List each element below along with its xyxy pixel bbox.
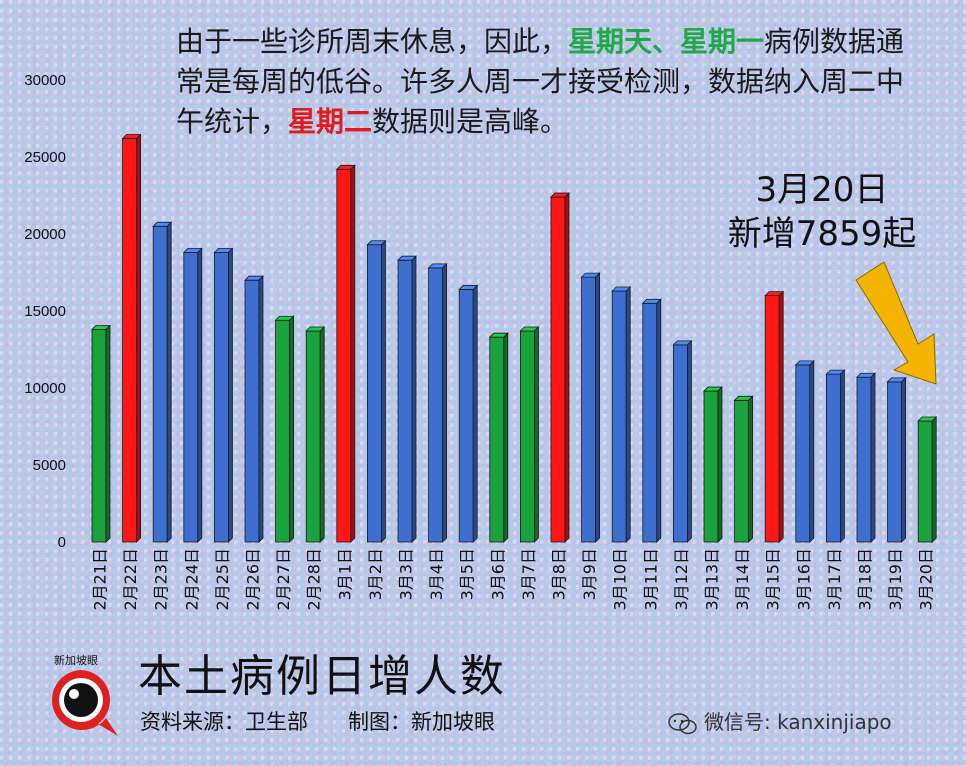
x-axis: 2月21日 2月22日 2月23日 2月24日 2月25日 2月26日 2月27日 2月28日… — [91, 548, 936, 611]
bar — [305, 326, 326, 543]
bar — [825, 369, 846, 543]
x-tick-label: 2月25日 — [213, 548, 232, 611]
note-text-2: 病例数据通常是每周的低谷。许多人周一才接受检测，数据纳入周二中午统计， — [176, 25, 905, 138]
bar — [397, 255, 417, 543]
bar — [641, 298, 662, 543]
x-tick-label: 3月12日 — [672, 548, 691, 611]
y-tick-label: 25000 — [24, 149, 66, 166]
y-tick-label: 5000 — [33, 457, 66, 474]
bar — [121, 133, 142, 543]
logo-text: 新加坡眼 — [54, 654, 98, 667]
y-tick-label: 15000 — [24, 303, 66, 320]
bar — [91, 324, 111, 543]
x-tick-label: 3月18日 — [856, 548, 875, 611]
x-tick-label: 3月4日 — [427, 548, 446, 600]
x-tick-label: 3月2日 — [366, 548, 385, 600]
wechat-id: 微信号: kanxinjiapo — [668, 706, 892, 735]
x-tick-label: 3月1日 — [335, 548, 354, 600]
x-tick-label: 3月20日 — [917, 548, 936, 611]
y-axis: 0 5000 10000 15000 20000 25000 30000 — [24, 72, 66, 551]
bar — [182, 247, 203, 543]
x-tick-label: 2月23日 — [152, 548, 171, 611]
x-tick-label: 3月5日 — [458, 548, 477, 600]
x-tick-label: 3月19日 — [886, 548, 905, 611]
x-tick-label: 2月26日 — [244, 548, 263, 611]
data-source: 资料来源：卫生部 — [140, 710, 308, 734]
bar — [703, 386, 723, 543]
y-tick-label: 10000 — [24, 380, 66, 397]
x-tick-label: 2月27日 — [274, 548, 293, 611]
bar — [733, 395, 754, 543]
bar — [152, 221, 173, 543]
source-line: 资料来源：卫生部 制图：新加坡眼 — [140, 706, 495, 736]
wechat-icon — [668, 712, 697, 734]
bar — [427, 262, 448, 543]
bars — [91, 133, 938, 543]
x-tick-label: 3月14日 — [733, 548, 752, 611]
x-tick-label: 3月16日 — [794, 548, 813, 611]
bar — [335, 164, 356, 543]
x-tick-label: 3月7日 — [519, 548, 538, 600]
bar — [519, 326, 540, 543]
chart-maker: 制图：新加坡眼 — [348, 710, 495, 734]
annotation-note: 由于一些诊所周末休息，因此，星期天、星期一病例数据通常是每周的低谷。许多人周一才… — [176, 22, 906, 142]
chart-title: 本土病例日增人数 — [138, 651, 506, 702]
x-tick-label: 3月10日 — [611, 548, 630, 611]
x-tick-label: 3月3日 — [397, 548, 416, 600]
x-tick-label: 2月24日 — [182, 548, 201, 611]
x-tick-label: 3月15日 — [764, 548, 783, 611]
bar — [917, 416, 938, 543]
note-tuesday-highlight: 星期二 — [288, 105, 373, 138]
bar — [764, 290, 785, 543]
x-tick-label: 2月21日 — [91, 548, 110, 611]
note-text-3: 数据则是高峰。 — [372, 105, 569, 138]
bar — [550, 192, 570, 543]
bar — [366, 239, 387, 543]
callout-arrow — [855, 261, 937, 385]
bar — [794, 359, 815, 543]
x-tick-label: 3月9日 — [580, 548, 599, 600]
x-tick-label: 3月17日 — [825, 548, 844, 611]
bar — [213, 247, 234, 543]
x-tick-label: 3月11日 — [641, 548, 660, 611]
note-weekend-highlight: 星期天、星期一 — [568, 25, 765, 58]
x-tick-label: 3月8日 — [550, 548, 569, 600]
x-tick-label: 2月28日 — [305, 548, 324, 611]
bar — [458, 284, 479, 543]
x-tick-label: 3月6日 — [488, 548, 507, 600]
bar — [672, 339, 693, 543]
bar — [886, 376, 907, 543]
bar — [856, 372, 876, 543]
y-tick-label: 0 — [58, 534, 66, 551]
note-text-1: 由于一些诊所周末休息，因此， — [176, 25, 569, 58]
bar — [580, 272, 601, 543]
bar — [274, 315, 295, 543]
latest-callout: 3月20日 新增7859起 — [712, 168, 932, 256]
y-tick-label: 20000 — [24, 226, 66, 243]
callout-value: 新增7859起 — [727, 214, 917, 254]
x-tick-label: 2月22日 — [121, 548, 140, 611]
callout-date: 3月20日 — [755, 170, 889, 210]
x-tick-label: 3月13日 — [703, 548, 722, 611]
y-tick-label: 30000 — [24, 72, 66, 89]
bar — [611, 286, 632, 543]
logo-eye-icon — [52, 670, 118, 736]
bar — [488, 332, 509, 543]
wechat-label: 微信号: kanxinjiapo — [704, 710, 892, 734]
bar — [244, 275, 264, 543]
